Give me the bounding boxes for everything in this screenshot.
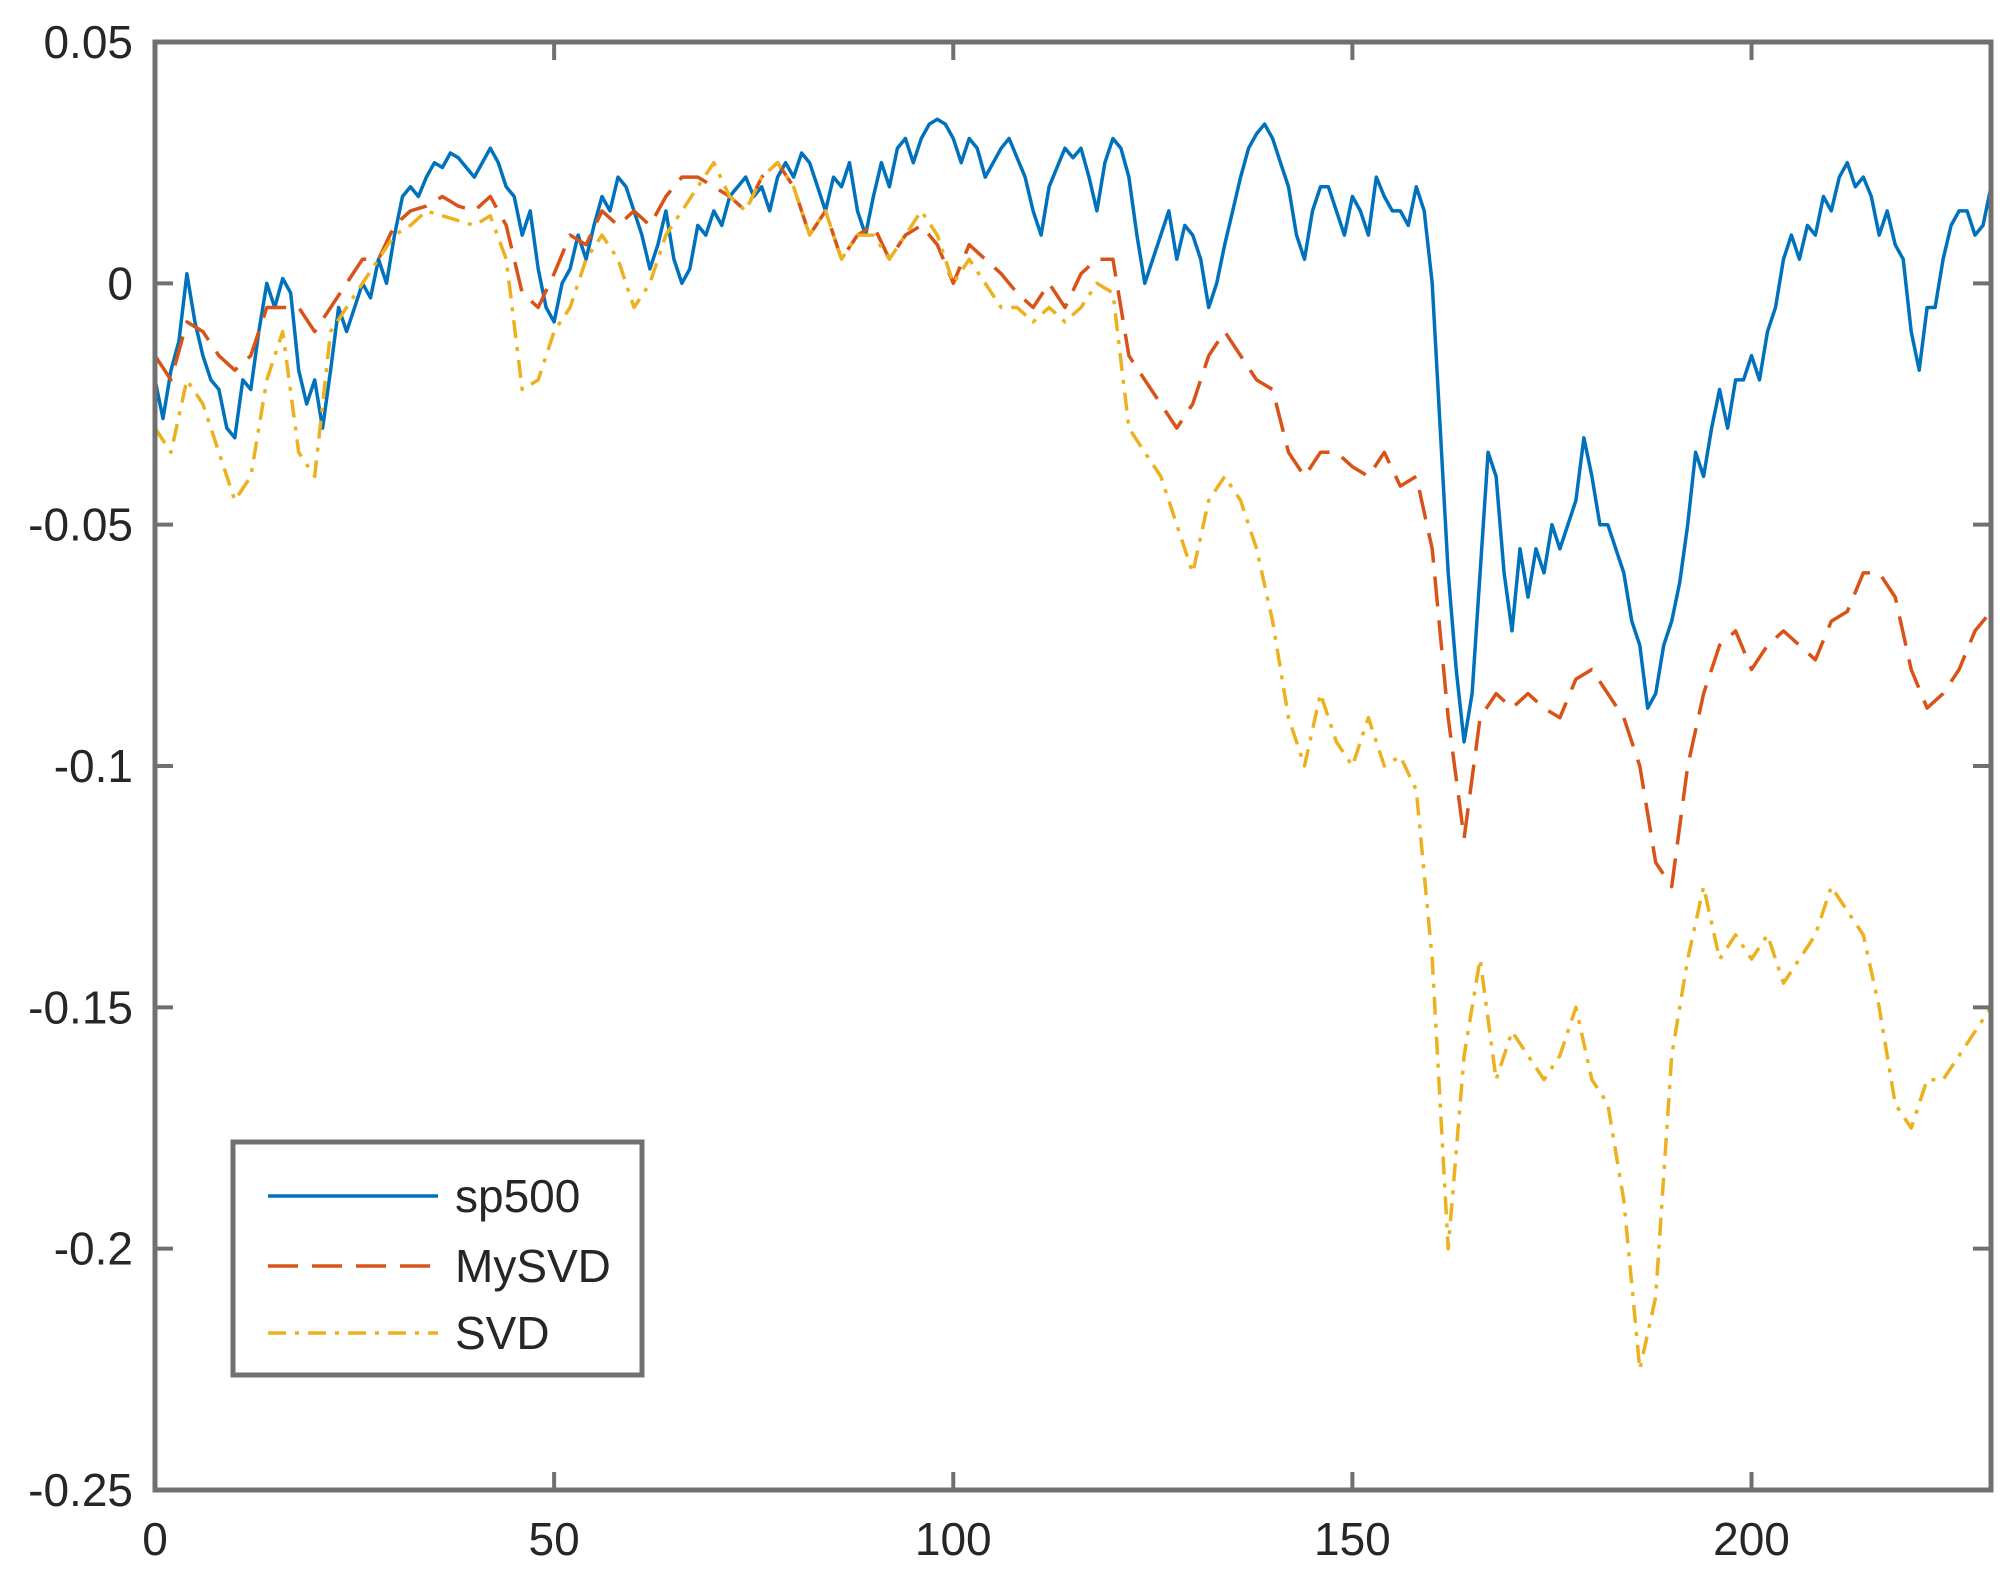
y-tick-label: -0.05 [28,499,133,551]
x-tick-label: 100 [915,1513,992,1565]
series-line-sp500 [153,117,1993,744]
legend-label-mysvd: MySVD [455,1240,611,1292]
y-tick-label: -0.15 [28,981,133,1033]
tick-layer: 0 50 100 150 200 0.05 0 -0.05 -0.1 -0.15 -0.2 -0.25 [28,16,1991,1565]
x-tick-label: 200 [1713,1513,1790,1565]
series-layer [153,117,1993,1372]
y-tick-label: 0 [107,257,133,309]
x-tick-label: 150 [1314,1513,1391,1565]
legend-box [230,1139,645,1378]
y-tick-label: 0.05 [43,16,133,68]
x-tick-label: 50 [529,1513,580,1565]
legend-label-svd: SVD [455,1307,550,1359]
legend: sp500 MySVD SVD [230,1139,645,1378]
legend-label-sp500: sp500 [455,1170,580,1222]
series-line-svd [153,160,1993,1372]
series-line-mysvd [153,160,1993,889]
y-tick-label: -0.25 [28,1464,133,1516]
legend-entries: sp500 MySVD SVD [268,1170,611,1359]
y-tick-label: -0.1 [54,740,133,792]
y-tick-label: -0.2 [54,1223,133,1275]
plot-frame [152,39,1994,1493]
x-tick-label: 0 [142,1513,168,1565]
